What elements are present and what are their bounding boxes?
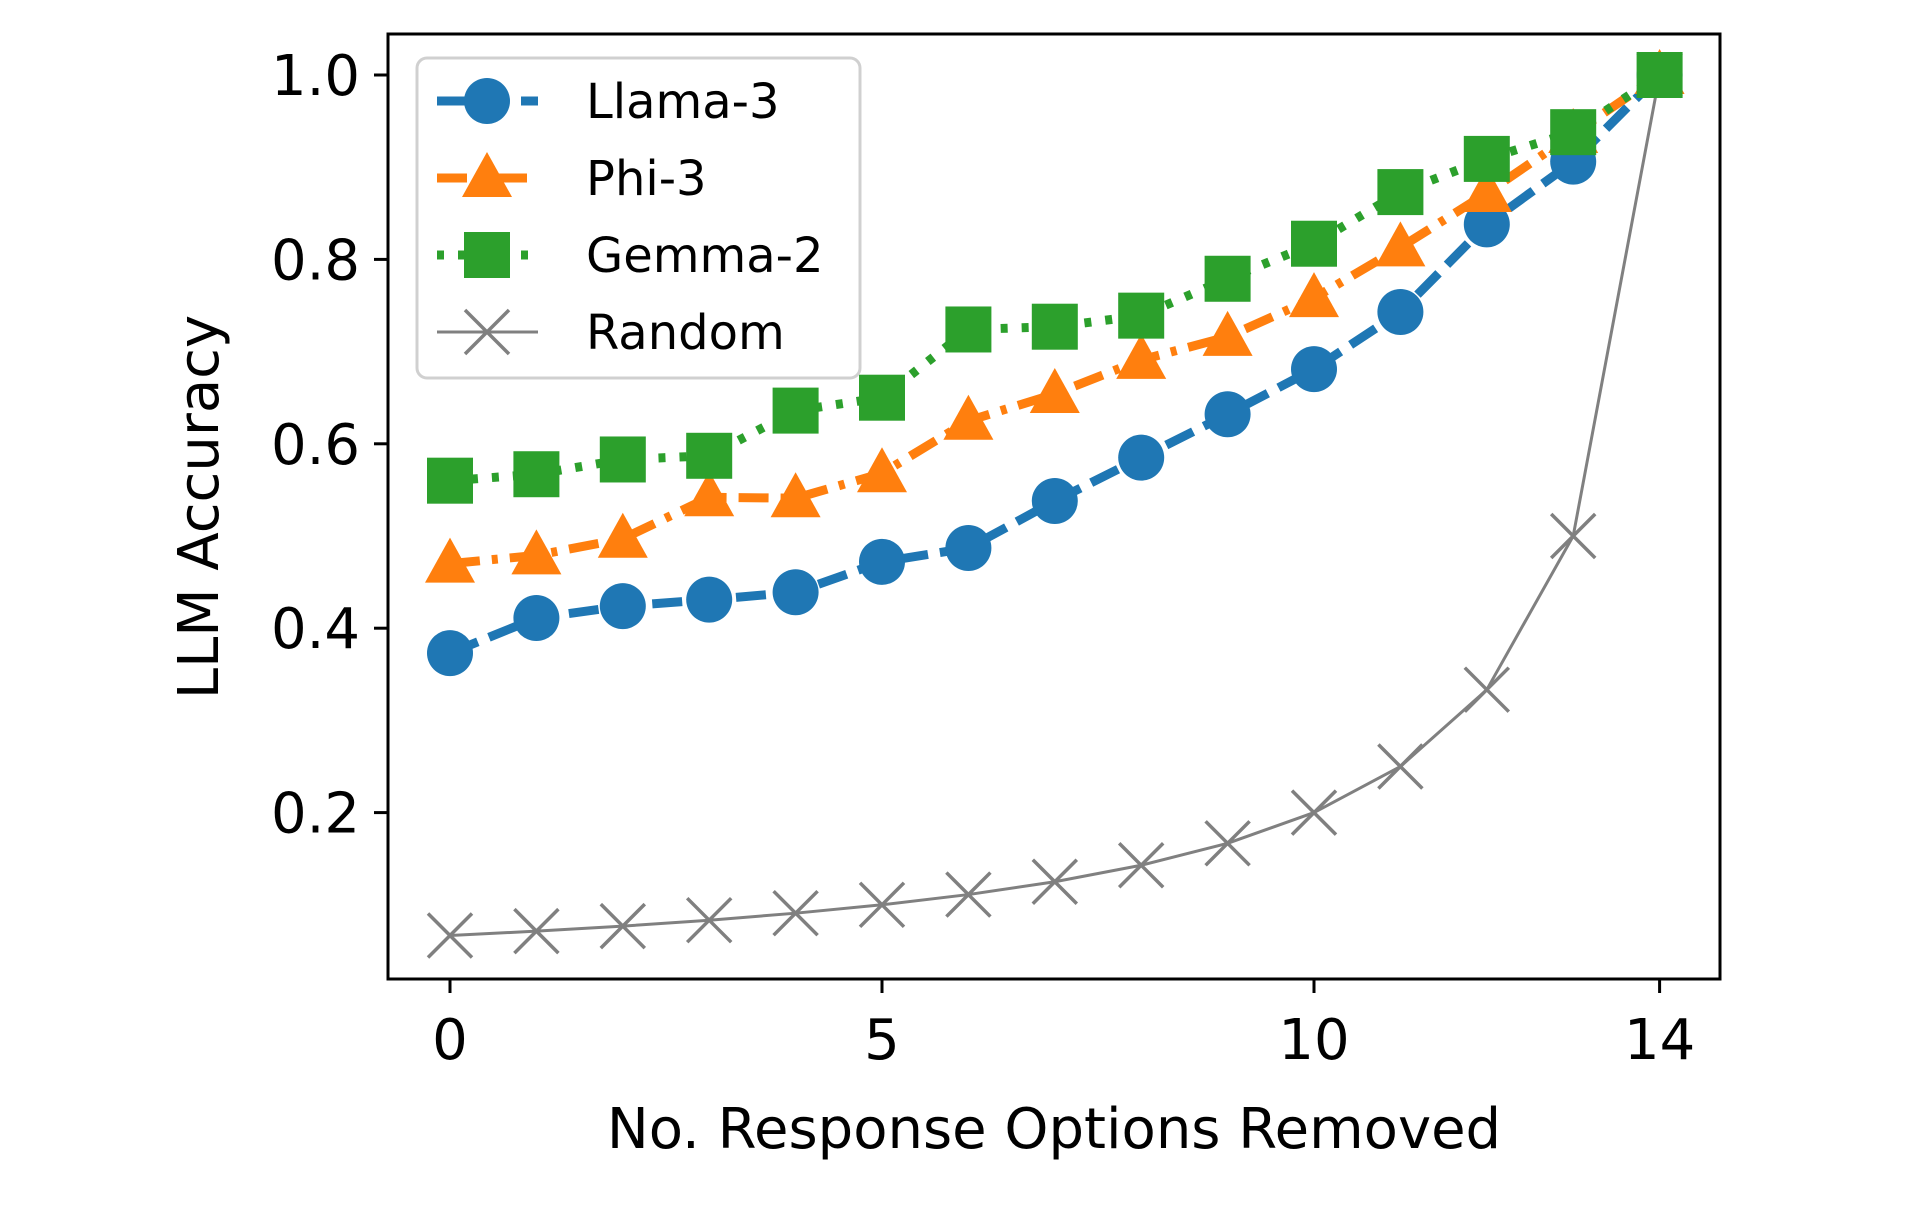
- data-point-gemma-2: [772, 387, 819, 434]
- data-point-phi-3: [1029, 368, 1080, 414]
- data-point-gemma-2: [513, 451, 560, 498]
- legend-item-phi-3: Phi-3: [437, 151, 707, 207]
- legend-label-random: Random: [586, 305, 785, 361]
- data-point-random: [426, 912, 474, 959]
- data-point-gemma-2: [1463, 135, 1510, 182]
- data-point-gemma-2: [1291, 220, 1337, 267]
- series-gemma-2: [427, 52, 1683, 504]
- data-point-phi-3: [770, 472, 821, 518]
- data-point-gemma-2: [1636, 52, 1683, 98]
- data-point-phi-3: [597, 512, 648, 558]
- data-point-llama-3: [1031, 477, 1078, 524]
- data-point-phi-3: [1289, 272, 1339, 318]
- data-point-llama-3: [686, 576, 733, 623]
- data-point-random: [945, 871, 992, 918]
- series-line-phi-3: [449, 71, 1663, 569]
- data-point-llama-3: [599, 583, 646, 630]
- axes-frame: [386, 32, 1722, 981]
- x-tick-label: 5: [864, 1008, 900, 1073]
- legend-item-gemma-2: Gemma-2: [437, 228, 824, 284]
- data-point-gemma-2: [859, 374, 905, 421]
- data-point-random: [1204, 820, 1251, 867]
- data-point-llama-3: [859, 538, 905, 585]
- data-point-random: [685, 896, 733, 944]
- data-point-llama-3: [1291, 346, 1337, 393]
- legend-marker-llama-3: [464, 78, 510, 124]
- data-point-random: [513, 907, 560, 955]
- y-tick-label: 0.6: [271, 413, 360, 478]
- data-point-llama-3: [1204, 391, 1251, 438]
- y-tick-label: 1.0: [271, 44, 360, 109]
- data-point-llama-3: [945, 524, 992, 571]
- legend-marker-gemma-2: [464, 232, 510, 278]
- x-axis-label: No. Response Options Removed: [607, 1097, 1501, 1162]
- data-point-llama-3: [427, 630, 473, 677]
- data-point-random: [1031, 858, 1079, 905]
- y-tick-label: 0.8: [271, 228, 360, 293]
- legend: Llama-3 Phi-3 Gemma-2 Random: [415, 56, 862, 380]
- series-phi-3: [425, 49, 1685, 583]
- data-point-gemma-2: [427, 457, 473, 504]
- data-point-phi-3: [1116, 333, 1167, 379]
- data-point-phi-3: [1461, 167, 1512, 213]
- data-point-random: [1377, 743, 1424, 790]
- x-tick-label: 10: [1278, 1008, 1349, 1073]
- data-point-gemma-2: [1204, 255, 1251, 302]
- data-point-phi-3: [1202, 310, 1253, 356]
- legend-marker-phi-3: [462, 152, 512, 197]
- legend-label-llama-3: Llama-3: [586, 74, 780, 130]
- legend-item-llama-3: Llama-3: [437, 74, 780, 130]
- data-point-gemma-2: [1377, 169, 1424, 216]
- data-point-llama-3: [1118, 434, 1165, 481]
- data-point-random: [1290, 789, 1338, 836]
- data-point-llama-3: [513, 595, 560, 642]
- x-tick-label: 0: [432, 1008, 468, 1073]
- legend-marker-random: [463, 308, 511, 356]
- data-point-phi-3: [1375, 221, 1426, 267]
- data-point-gemma-2: [686, 432, 733, 479]
- data-point-random: [858, 881, 906, 929]
- legend-frame: [415, 56, 862, 380]
- legend-label-phi-3: Phi-3: [586, 151, 707, 207]
- y-axis-label: LLM Accuracy: [167, 315, 232, 699]
- data-point-gemma-2: [1118, 292, 1165, 339]
- ticks-layer: 0 5 10 14 0.2 0.4 0.6 0.8 1.0: [271, 44, 1695, 1073]
- data-point-phi-3: [857, 447, 907, 493]
- data-point-phi-3: [425, 537, 475, 583]
- x-tick-label: 14: [1624, 1008, 1695, 1073]
- y-tick-label: 0.4: [271, 597, 360, 662]
- data-point-random: [772, 889, 819, 937]
- data-point-phi-3: [511, 529, 562, 575]
- data-point-gemma-2: [1550, 109, 1597, 156]
- data-point-llama-3: [1377, 288, 1424, 335]
- data-point-gemma-2: [599, 436, 646, 483]
- data-point-gemma-2: [945, 306, 992, 353]
- legend-label-gemma-2: Gemma-2: [586, 228, 824, 284]
- data-point-llama-3: [1463, 201, 1510, 248]
- data-point-phi-3: [943, 394, 994, 440]
- data-point-random: [1117, 842, 1165, 889]
- series-random: [426, 51, 1683, 959]
- y-tick-label: 0.2: [271, 782, 360, 847]
- data-point-llama-3: [772, 569, 819, 616]
- data-point-phi-3: [684, 471, 735, 517]
- series-layer: [425, 49, 1685, 959]
- data-point-random: [1463, 666, 1511, 713]
- legend-item-random: Random: [437, 305, 785, 361]
- data-point-gemma-2: [1031, 303, 1078, 350]
- data-point-random: [599, 902, 647, 950]
- data-point-random: [1549, 512, 1597, 560]
